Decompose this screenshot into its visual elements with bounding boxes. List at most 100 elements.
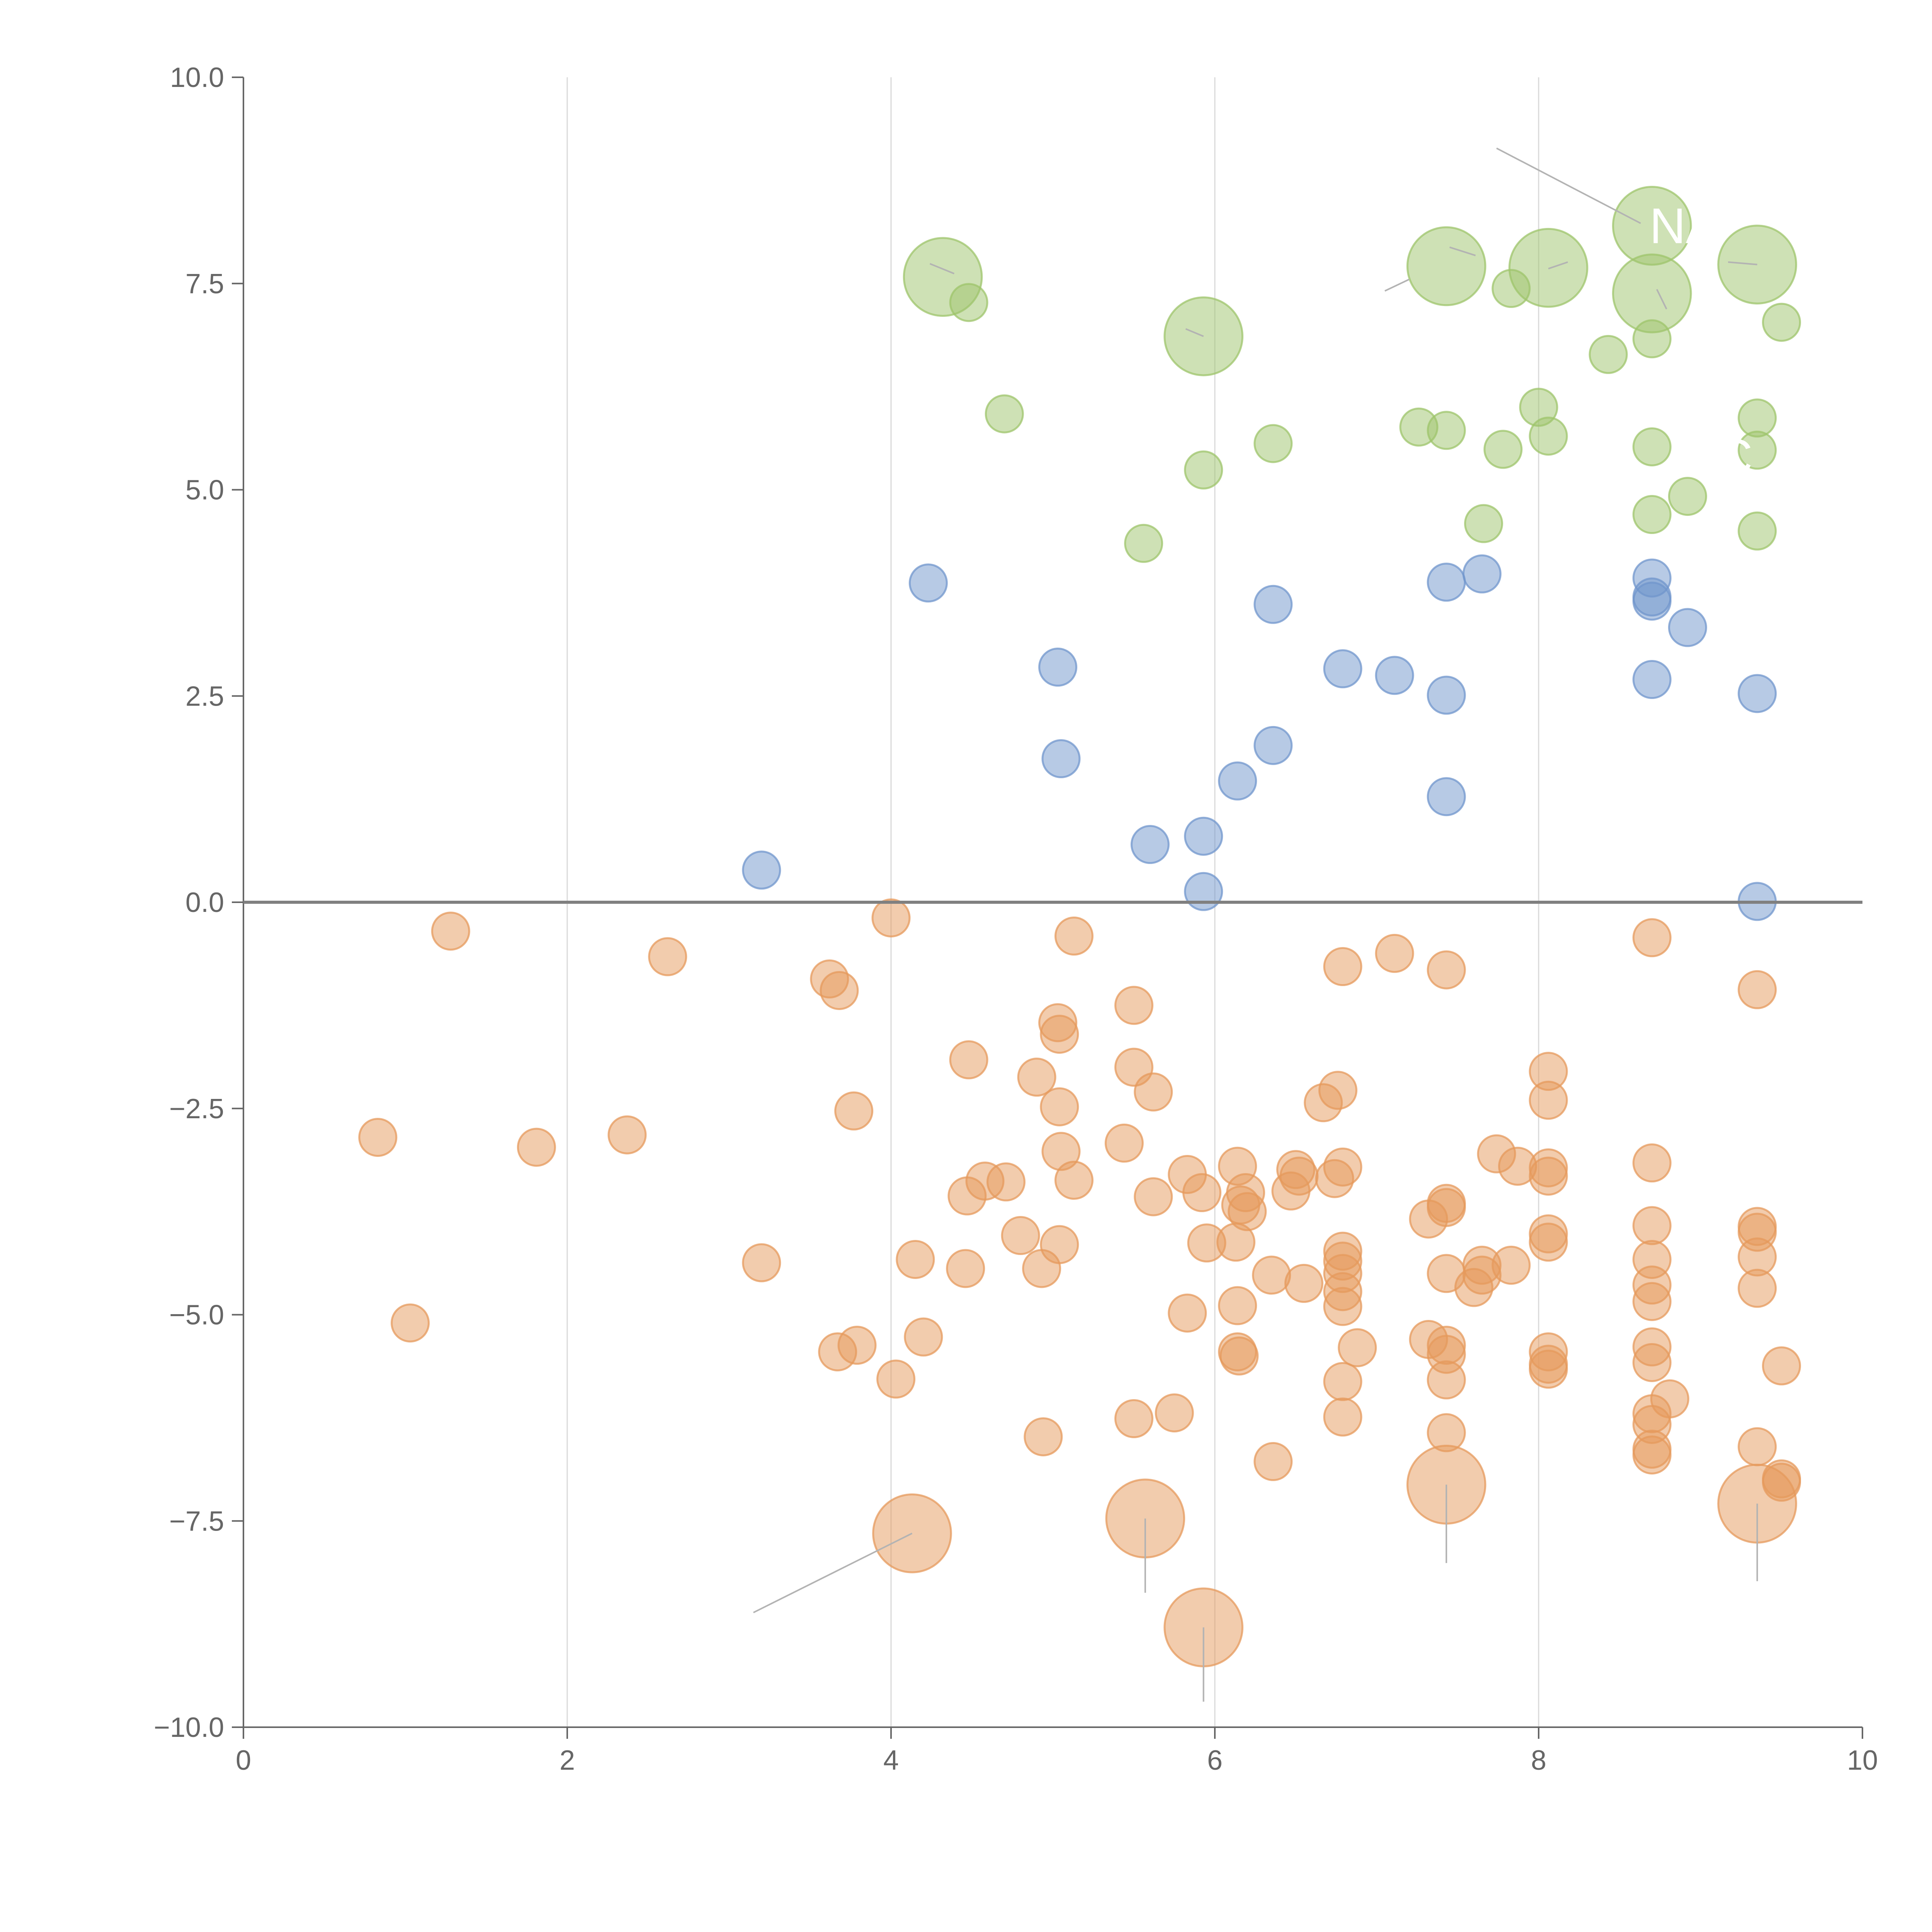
- bubble-orange: [1054, 1160, 1094, 1200]
- bubble-orange: [1218, 1286, 1257, 1325]
- bubble-orange: [1104, 1123, 1144, 1163]
- bubble-green: [1184, 450, 1223, 490]
- bubble-orange: [1738, 1427, 1777, 1466]
- bubble-orange: [1427, 950, 1466, 990]
- bubble-blue: [1375, 656, 1414, 695]
- bubble-orange: [946, 1249, 985, 1288]
- bubble-orange: [1001, 1216, 1040, 1255]
- bubble-blue: [1427, 675, 1466, 715]
- bubble-orange: [1632, 1282, 1672, 1321]
- bubble-green: [1632, 319, 1672, 359]
- bubble-green: [949, 283, 988, 322]
- bubble-blue: [908, 563, 948, 603]
- bubble-blue: [1130, 825, 1170, 864]
- y-tick-label: 2.5: [185, 681, 224, 712]
- bubble-orange: [1738, 1269, 1777, 1308]
- bubble-orange: [1219, 1336, 1259, 1376]
- x-axis-ticks: 0 2 4 6 8 10: [236, 1727, 1878, 1776]
- bubble-blue: [1184, 872, 1223, 911]
- y-tick-label: −10.0: [154, 1712, 224, 1743]
- bubble-orange: [1632, 1435, 1672, 1475]
- bubble-orange: [871, 898, 911, 938]
- bubble-orange: [1323, 1397, 1362, 1437]
- callout-line: [929, 263, 955, 274]
- bubble-orange: [391, 1303, 430, 1343]
- bubble-orange: [820, 971, 859, 1010]
- annotations: NA C: [1650, 197, 1753, 485]
- bubble-blue: [1041, 739, 1081, 779]
- y-tick-label: 7.5: [185, 269, 224, 299]
- bubble-orange: [949, 1040, 988, 1080]
- bubble-orange: [1040, 1087, 1079, 1126]
- annotation-label: NA: [1650, 197, 1719, 254]
- bubble-orange: [1762, 1346, 1801, 1386]
- bubble-orange: [1024, 1417, 1063, 1456]
- callout-line: [1548, 261, 1568, 270]
- callout-line: [1656, 289, 1667, 310]
- bubble-orange: [1632, 1206, 1672, 1245]
- bubble-green: [1632, 495, 1672, 534]
- bubble-orange: [742, 1243, 781, 1282]
- y-axis-ticks: −10.0 −7.5 −5.0 −2.5 0.0 2.5 5.0 7.5 10.0: [154, 62, 243, 1743]
- bubble-orange: [1529, 1080, 1568, 1120]
- bubble-blue: [1632, 582, 1672, 621]
- bubble-blue: [1668, 608, 1707, 647]
- bubble-orange: [1017, 1058, 1056, 1097]
- data-points: [358, 186, 1801, 1667]
- bubble-blue: [1462, 554, 1502, 594]
- y-tick-label: −5.0: [169, 1300, 224, 1331]
- bubble-orange: [1323, 1287, 1362, 1326]
- bubble-orange: [1529, 1223, 1568, 1262]
- x-tick-label: 8: [1531, 1745, 1546, 1776]
- bubble-orange: [1134, 1177, 1173, 1216]
- bubble-blue: [1427, 777, 1466, 816]
- bubble-green: [985, 394, 1024, 434]
- bubble-orange: [1529, 1349, 1568, 1389]
- bubble-orange: [1168, 1293, 1207, 1333]
- bubble-orange: [1155, 1393, 1194, 1433]
- bubble-blue: [1253, 585, 1293, 624]
- bubble-orange: [1738, 970, 1777, 1009]
- bubble-orange: [1134, 1072, 1173, 1112]
- bubble-orange: [1252, 1255, 1291, 1295]
- bubble-green: [1738, 511, 1777, 551]
- y-tick-label: 0.0: [185, 887, 224, 918]
- bubble-orange: [1427, 1188, 1466, 1227]
- callout-line: [1185, 328, 1204, 337]
- bubble-orange: [1375, 934, 1414, 973]
- x-tick-label: 4: [883, 1745, 899, 1776]
- bubble-green: [1738, 430, 1777, 470]
- bubble-orange: [986, 1162, 1026, 1202]
- bubble-orange: [1253, 1442, 1293, 1481]
- callout-lines: [753, 147, 1758, 1702]
- bubble-blue: [1427, 563, 1466, 602]
- bubble-orange: [358, 1117, 398, 1157]
- callout-line: [1449, 246, 1476, 257]
- bubble-blue: [1323, 649, 1362, 689]
- bubble-orange: [431, 912, 470, 951]
- bubble-orange: [1040, 1015, 1079, 1054]
- x-tick-label: 0: [236, 1745, 251, 1776]
- bubble-orange: [1284, 1264, 1323, 1303]
- bubble-orange: [1762, 1463, 1801, 1502]
- bubble-blue: [1253, 726, 1293, 765]
- bubble-orange: [1323, 947, 1362, 986]
- bubble-green: [1632, 427, 1672, 466]
- bubble-orange: [1318, 1071, 1357, 1110]
- callout-line: [1496, 147, 1641, 224]
- bubble-orange: [607, 1115, 647, 1155]
- bubble-orange: [1529, 1156, 1568, 1196]
- bubble-orange: [1427, 1360, 1466, 1400]
- callout-line: [1728, 261, 1757, 265]
- bubble-blue: [1184, 816, 1223, 856]
- bubble-orange: [1114, 986, 1153, 1025]
- bubble-blue: [1038, 648, 1078, 687]
- bubble-green: [1406, 226, 1486, 306]
- x-tick-label: 6: [1207, 1745, 1223, 1776]
- bubble-orange: [1338, 1328, 1377, 1367]
- bubble-blue: [1632, 660, 1672, 699]
- y-tick-label: 10.0: [170, 62, 224, 93]
- bubble-orange: [876, 1359, 916, 1399]
